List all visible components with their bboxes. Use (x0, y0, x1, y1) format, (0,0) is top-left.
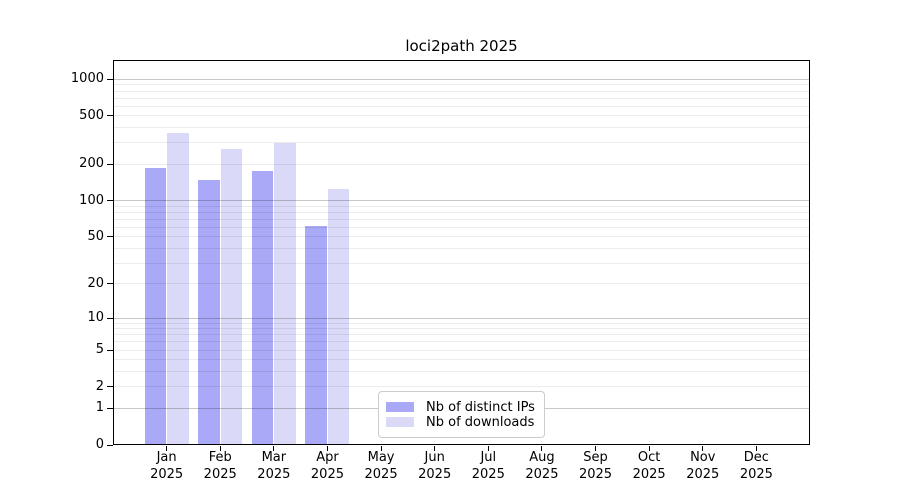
gridline-minor (114, 115, 809, 117)
x-tick-label: Oct 2025 (632, 450, 666, 482)
gridline-minor (114, 322, 809, 324)
x-tick-mark (219, 446, 221, 451)
gridline-minor (114, 142, 809, 144)
gridline-minor (114, 127, 809, 129)
y-tick-label: 20 (87, 275, 104, 291)
gridline-minor (114, 341, 809, 343)
x-tick-label: Aug 2025 (525, 450, 559, 482)
y-tick-mark (107, 115, 113, 117)
gridline-minor (114, 359, 809, 361)
x-tick-mark (648, 446, 650, 451)
y-tick-label: 500 (79, 107, 104, 123)
gridline-minor (114, 386, 809, 388)
legend-row-downloads: Nb of downloads (386, 415, 544, 430)
bar-distinct-ips (198, 180, 220, 445)
y-tick-mark (107, 444, 113, 446)
y-tick-label: 5 (95, 342, 104, 358)
y-tick-mark (107, 283, 113, 285)
y-tick-label: 100 (79, 192, 104, 208)
gridline-minor (114, 236, 809, 238)
x-tick-label: Feb 2025 (203, 450, 237, 482)
x-tick-mark (380, 446, 382, 451)
gridline-minor (114, 84, 809, 86)
x-tick-label: Sep 2025 (578, 450, 613, 482)
gridline-minor (114, 105, 809, 107)
gridline-minor (114, 262, 809, 264)
legend-label-distinct-ips: Nb of distinct IPs (426, 399, 535, 415)
gridline-major (114, 317, 809, 319)
y-tick-label: 2 (95, 378, 104, 394)
bar-downloads (274, 142, 296, 445)
x-tick-mark (166, 446, 168, 451)
gridline-minor (114, 283, 809, 285)
legend-row-distinct-ips: Nb of distinct IPs (386, 400, 544, 415)
gridline-major (114, 78, 809, 80)
bar-distinct-ips (251, 171, 274, 445)
y-tick-mark (107, 78, 113, 80)
x-tick-label: Apr 2025 (310, 450, 344, 482)
bar-downloads (220, 149, 243, 445)
gridline-minor (114, 334, 809, 336)
gridline-minor (114, 90, 809, 92)
gridline-major (114, 200, 809, 202)
gridline-minor (114, 349, 809, 351)
gridline-minor (114, 97, 809, 99)
x-tick-label: Jul 2025 (471, 450, 505, 482)
y-tick-mark (107, 236, 113, 238)
bar-downloads (167, 133, 189, 445)
gridline-minor (114, 163, 809, 165)
gridline-minor (114, 328, 809, 330)
x-tick-mark (326, 446, 328, 451)
y-tick-label: 1000 (70, 71, 104, 87)
x-tick-mark (487, 446, 489, 451)
gridline-minor (114, 211, 809, 213)
x-tick-mark (434, 446, 436, 451)
plot-border (113, 60, 810, 445)
x-tick-label: Nov 2025 (686, 450, 720, 482)
x-tick-mark (541, 446, 543, 451)
legend-swatch-distinct-ips (386, 402, 414, 412)
gridline-minor (114, 371, 809, 373)
y-tick-label: 0 (95, 437, 104, 452)
x-tick-mark (755, 446, 757, 451)
x-tick-label: Mar 2025 (257, 450, 291, 482)
y-tick-mark (107, 349, 113, 351)
y-tick-label: 200 (79, 156, 104, 172)
gridline-minor (114, 226, 809, 228)
y-tick-mark (107, 200, 113, 202)
y-tick-label: 10 (87, 310, 104, 326)
x-tick-mark (702, 446, 704, 451)
x-tick-label: Dec 2025 (739, 450, 773, 482)
bar-downloads (327, 189, 350, 445)
y-tick-label: 1 (95, 400, 104, 416)
y-tick-label: 50 (87, 228, 104, 244)
y-tick-mark (107, 163, 113, 165)
gridline-minor (114, 205, 809, 207)
x-tick-mark (273, 446, 275, 451)
legend: Nb of distinct IPs Nb of downloads (378, 391, 545, 438)
chart-title: loci2path 2025 (405, 37, 518, 55)
legend-swatch-downloads (386, 417, 414, 427)
legend-label-downloads: Nb of downloads (426, 414, 535, 430)
y-tick-mark (107, 386, 113, 388)
gridline-minor (114, 218, 809, 220)
x-tick-mark (595, 446, 597, 451)
x-tick-label: Jun 2025 (418, 450, 452, 482)
y-tick-mark (107, 407, 113, 409)
y-tick-mark (107, 317, 113, 319)
x-tick-label: Jan 2025 (150, 450, 184, 482)
gridline-minor (114, 247, 809, 249)
x-tick-label: May 2025 (364, 450, 398, 482)
